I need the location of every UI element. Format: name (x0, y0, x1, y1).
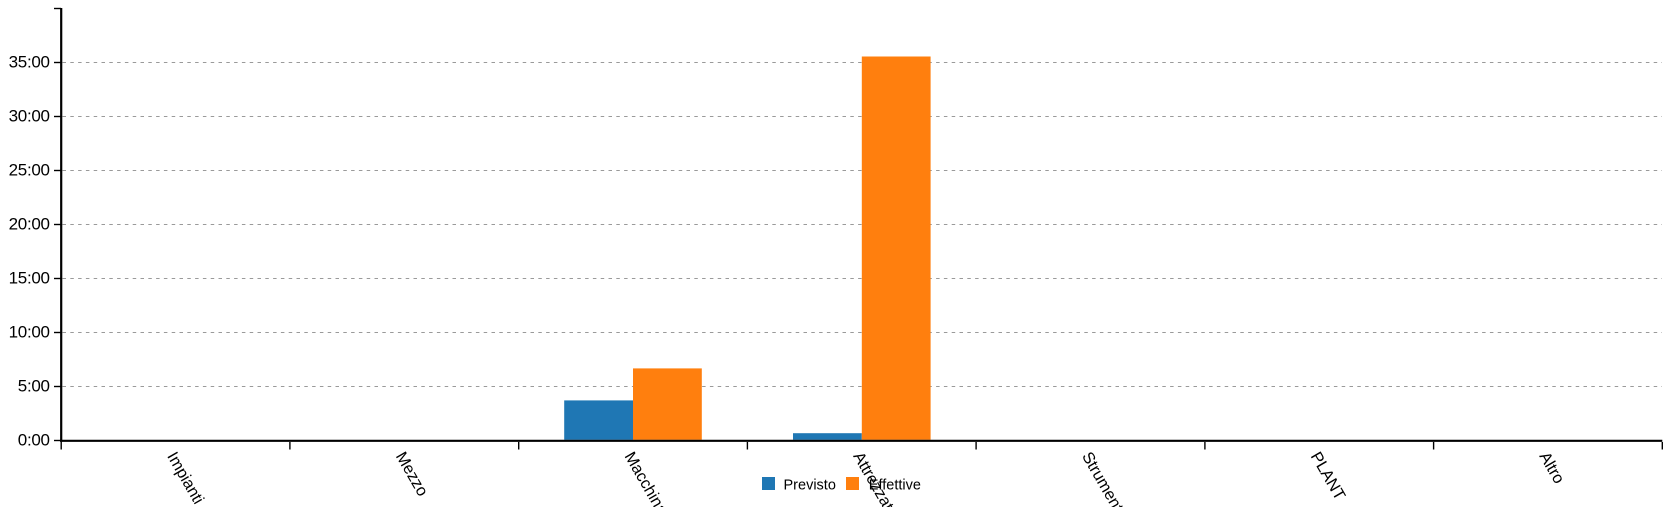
svg-text:10:00: 10:00 (9, 322, 50, 341)
svg-text:Altro: Altro (1536, 449, 1568, 487)
svg-text:Impianti: Impianti (163, 449, 207, 507)
svg-text:5:00: 5:00 (18, 376, 50, 395)
svg-text:20:00: 20:00 (9, 214, 50, 233)
svg-text:PLANT: PLANT (1307, 449, 1349, 503)
svg-text:25:00: 25:00 (9, 160, 50, 179)
svg-text:Previsto: Previsto (784, 478, 836, 494)
svg-text:15:00: 15:00 (9, 268, 50, 287)
svg-text:35:00: 35:00 (9, 52, 50, 71)
svg-text:0:00: 0:00 (18, 430, 50, 449)
svg-text:Macchina: Macchina (621, 449, 672, 507)
svg-text:Strumenti: Strumenti (1078, 449, 1128, 507)
svg-text:30:00: 30:00 (9, 106, 50, 125)
svg-text:Effettive: Effettive (869, 478, 921, 494)
svg-text:Mezzo: Mezzo (392, 449, 432, 500)
